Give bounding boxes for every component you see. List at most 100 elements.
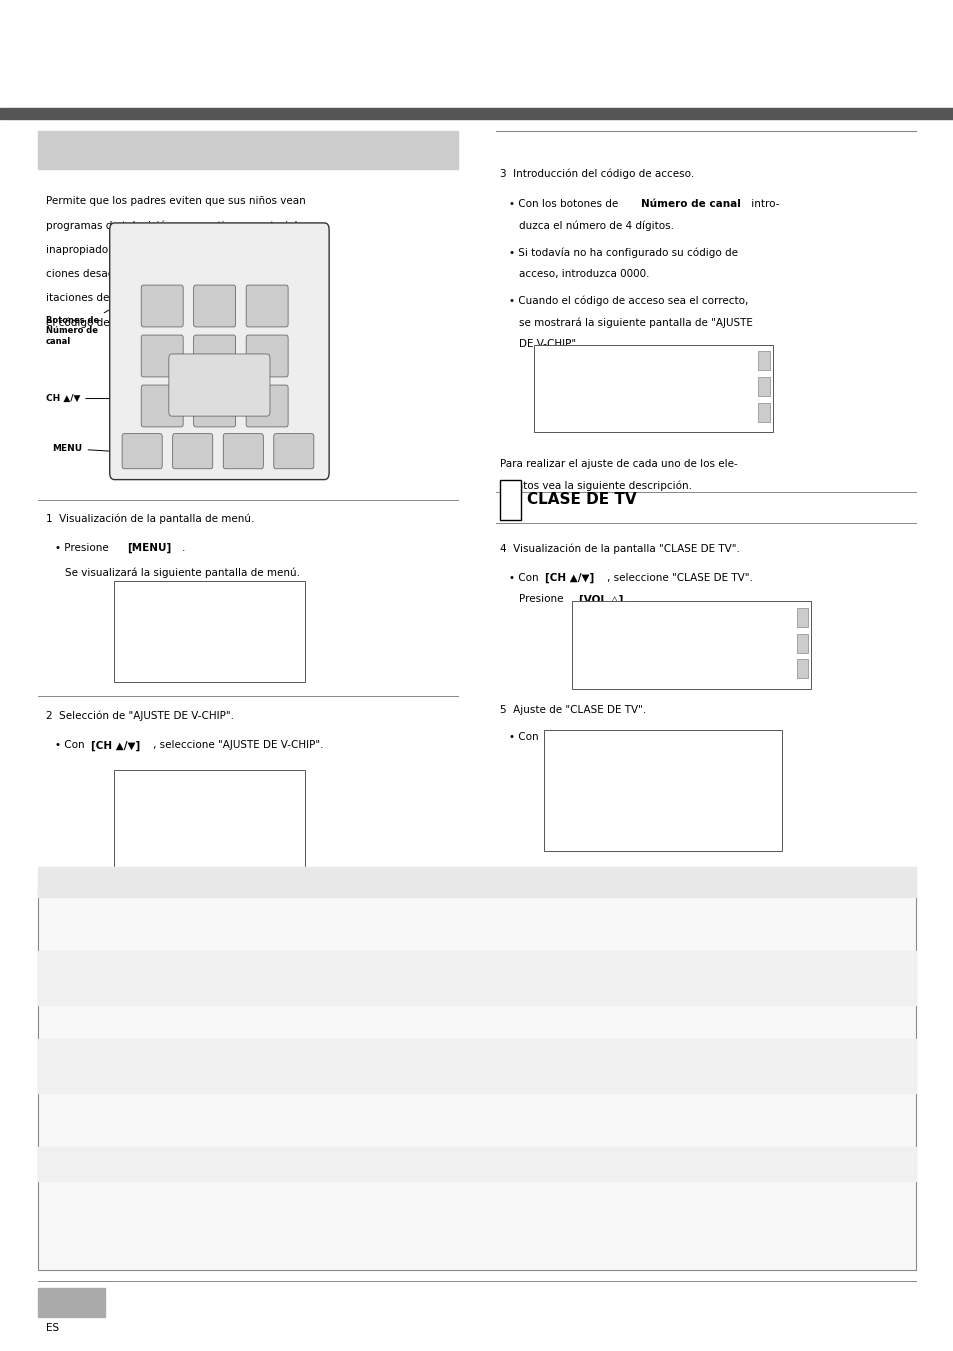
FancyBboxPatch shape — [246, 385, 288, 427]
Bar — [758, 403, 769, 422]
Text: Se recomienda la presencia: Se recomienda la presencia — [229, 1047, 374, 1056]
FancyBboxPatch shape — [122, 434, 162, 469]
Text: Apropiado para niños de todas: Apropiado para niños de todas — [229, 905, 389, 915]
Text: Se mostrará la pantalla de introducción del: Se mostrará la pantalla de introducción … — [65, 916, 291, 927]
Text: , seleccione "CLASE DE TV".: , seleccione "CLASE DE TV". — [606, 573, 752, 582]
FancyBboxPatch shape — [141, 335, 183, 377]
Text: código de acceso.: código de acceso. — [65, 938, 158, 948]
Text: A: A — [504, 493, 516, 507]
Text: 6: 6 — [265, 354, 269, 359]
Text: • Cuando el código de acceso sea el correcto,: • Cuando el código de acceso sea el corr… — [509, 296, 748, 307]
FancyBboxPatch shape — [246, 335, 288, 377]
Text: itaciones de programas establecidas introduciendo: itaciones de programas establecidas intr… — [46, 293, 313, 303]
Text: mentos vea la siguiente descripción.: mentos vea la siguiente descripción. — [499, 481, 691, 492]
FancyBboxPatch shape — [110, 223, 329, 480]
Text: V-CHIP: V-CHIP — [46, 142, 103, 158]
Text: IMAGEN: IMAGEN — [124, 780, 150, 785]
Text: TV-PG  [MIRAR]: TV-PG [MIRAR] — [553, 797, 612, 804]
Text: 5: 5 — [213, 354, 216, 359]
Text: • TV-G :: • TV-G : — [48, 1013, 89, 1023]
Text: se mostrará la siguiente pantalla de "AJUSTE: se mostrará la siguiente pantalla de "AJ… — [518, 317, 752, 328]
Text: Apropiado para niños de 7 o: Apropiado para niños de 7 o — [229, 959, 375, 969]
Text: de los padres: de los padres — [229, 1069, 298, 1078]
Text: [CH ▲/▼]: [CH ▲/▼] — [91, 740, 140, 751]
Text: ciones desagradables. Se pueden cancelar las lim-: ciones desagradables. Se pueden cancelar… — [46, 269, 311, 278]
Text: intro-: intro- — [747, 199, 779, 208]
Bar — [572, 601, 810, 689]
Text: • Presione: • Presione — [55, 893, 112, 902]
Text: ▲: ▲ — [216, 381, 222, 389]
Bar — [38, 131, 457, 169]
Text: .: . — [182, 543, 186, 553]
Text: ▼: ▼ — [216, 397, 222, 405]
Text: Se visualizará la siguiente pantalla de menú.: Se visualizará la siguiente pantalla de … — [65, 567, 299, 578]
Text: VOL △: VOL △ — [286, 388, 316, 396]
Text: Para realizar el ajuste de cada uno de los ele-: Para realizar el ajuste de cada uno de l… — [499, 459, 737, 469]
Bar — [543, 730, 781, 851]
FancyBboxPatch shape — [172, 434, 213, 469]
Text: • TV-Y :: • TV-Y : — [48, 905, 85, 915]
Text: [ESP]/[FRA/ENG]: [ESP]/[FRA/ENG] — [124, 811, 188, 817]
Text: 5  Ajuste de "CLASE DE TV".: 5 Ajuste de "CLASE DE TV". — [499, 705, 645, 715]
Text: 1: 1 — [160, 304, 164, 309]
Text: • TV-MA :: • TV-MA : — [48, 1155, 96, 1165]
FancyBboxPatch shape — [193, 385, 235, 427]
Bar — [499, 480, 520, 520]
FancyBboxPatch shape — [193, 285, 235, 327]
Text: CH ▲/▼: CH ▲/▼ — [46, 394, 131, 403]
Text: 3: 3 — [265, 304, 269, 309]
Text: ▶ IMAGEN: ▶ IMAGEN — [124, 590, 158, 596]
Bar — [0, 108, 953, 119]
Text: el código de acceso.: el código de acceso. — [46, 317, 152, 328]
Text: • TV-14 :: • TV-14 : — [48, 1101, 93, 1111]
Text: • Con: • Con — [509, 573, 541, 582]
Text: [CH ▲/▼]: [CH ▲/▼] — [544, 732, 594, 743]
Text: CAMBIAR CODIGO: CAMBIAR CODIGO — [543, 412, 602, 417]
Bar — [114, 581, 305, 682]
Text: más años: más años — [229, 981, 279, 990]
Text: ES: ES — [46, 1323, 59, 1333]
Text: • Con los botones de: • Con los botones de — [509, 199, 621, 208]
Text: [ESP]/[FRA/ENG]: [ESP]/[FRA/ENG] — [124, 621, 188, 628]
Text: • Con: • Con — [55, 740, 88, 750]
Bar — [796, 659, 807, 678]
Text: • Si todavía no ha configurado su código de: • Si todavía no ha configurado su código… — [509, 247, 738, 258]
Text: Número de canal: Número de canal — [640, 199, 740, 208]
Bar — [38, 1288, 105, 1317]
Bar — [114, 932, 305, 1020]
Text: 2  Selección de "AJUSTE DE V-CHIP".: 2 Selección de "AJUSTE DE V-CHIP". — [46, 711, 233, 721]
FancyBboxPatch shape — [193, 335, 235, 377]
Text: ▶ CLASE DE TV: ▶ CLASE DE TV — [581, 619, 637, 624]
Text: Solo para adultos: Solo para adultos — [229, 1155, 320, 1165]
Text: TV-MA  [MIRAR]: TV-MA [MIRAR] — [553, 835, 612, 842]
Text: INSTALACIÓN DTV: INSTALACIÓN DTV — [124, 669, 188, 674]
Text: CLASE DE TV: CLASE DE TV — [526, 492, 636, 508]
Text: .: . — [634, 594, 638, 604]
Bar — [534, 345, 772, 432]
Text: 9: 9 — [265, 404, 269, 409]
Text: TITULO[OFF]: TITULO[OFF] — [124, 842, 171, 848]
Text: [VOL △]: [VOL △] — [127, 893, 172, 904]
Text: 4  Visualización de la pantalla "CLASE DE TV".: 4 Visualización de la pantalla "CLASE DE… — [499, 543, 739, 554]
Text: CANAL PREP.: CANAL PREP. — [124, 607, 171, 612]
Text: ►: ► — [240, 388, 246, 396]
Text: duzca el número de 4 dígitos.: duzca el número de 4 dígitos. — [518, 220, 673, 231]
Text: AJUSTE DE V-CHIP: AJUSTE DE V-CHIP — [124, 638, 192, 643]
Text: Público general: Público general — [229, 1013, 309, 1024]
Text: Presione: Presione — [518, 594, 566, 604]
Text: inapropiado, incluyendo expresiones y descrip-: inapropiado, incluyendo expresiones y de… — [46, 245, 293, 254]
Text: CLASE DE MPAA: CLASE DE MPAA — [543, 386, 598, 393]
Bar — [38, 1039, 915, 1093]
Text: INSTALACIÓN DTV: INSTALACIÓN DTV — [124, 858, 188, 863]
Text: DE V-CHIP".: DE V-CHIP". — [518, 339, 578, 349]
Text: • TV-PG :: • TV-PG : — [48, 1047, 94, 1056]
Bar — [38, 867, 915, 897]
Text: <Explicación de la categoría>: <Explicación de la categoría> — [229, 877, 405, 888]
Text: acceso, introduzca 0000.: acceso, introduzca 0000. — [518, 269, 649, 278]
Text: TV-Y7   [MIRAR]: TV-Y7 [MIRAR] — [553, 759, 617, 766]
Bar — [796, 634, 807, 653]
Text: MENU: MENU — [52, 444, 131, 453]
Bar — [114, 770, 305, 871]
Text: programas de televisión que contienen material: programas de televisión que contienen ma… — [46, 220, 297, 231]
Text: [VOL △]: [VOL △] — [578, 594, 623, 605]
